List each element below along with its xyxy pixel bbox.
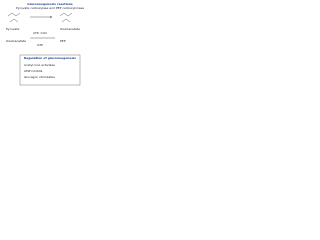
- structures: [7, 12, 73, 23]
- box-line: Acetyl-CoA activates: [24, 63, 55, 67]
- reaction-right: PEP: [60, 39, 66, 43]
- reaction-left: Oxaloacetate: [6, 39, 26, 43]
- box-title: Regulation of gluconeogenesis: [24, 56, 76, 60]
- box: [19, 54, 81, 86]
- title: Gluconeogenesis reactions: [27, 2, 73, 6]
- reaction-note: ATP, CO2: [33, 31, 47, 35]
- reaction-left: Pyruvate: [6, 27, 20, 31]
- arrow-head: [49, 15, 53, 19]
- box-line: Glucagon stimulates: [24, 75, 55, 79]
- subtitle: Pyruvate carboxylase and PEP carboxykina…: [16, 6, 84, 10]
- reaction-note: GTP: [37, 43, 43, 47]
- structure: [59, 12, 73, 23]
- document: Gluconeogenesis reactions Pyruvate carbo…: [6, 2, 84, 86]
- structure: [7, 12, 21, 23]
- reaction-right: Oxaloacetate: [60, 27, 80, 31]
- box-line: AMP inhibits: [24, 69, 43, 73]
- page: Gluconeogenesis reactions Pyruvate carbo…: [0, 0, 100, 90]
